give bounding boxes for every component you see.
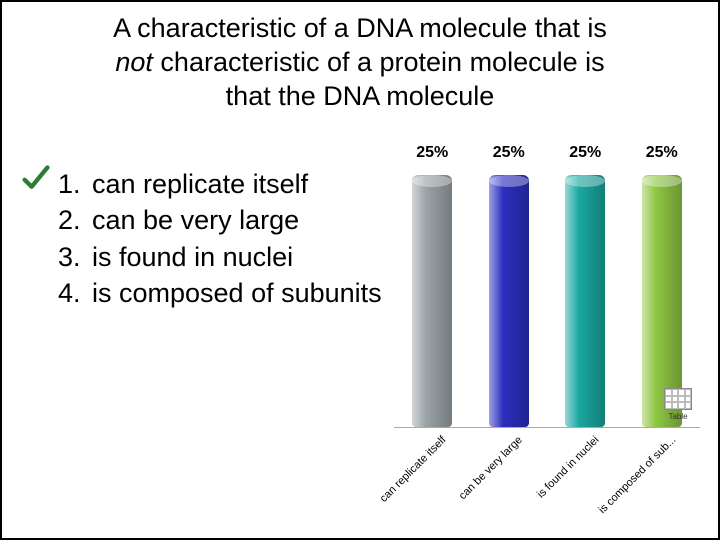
chart-bar-2 [489, 175, 529, 427]
title-italic-word: not [115, 47, 153, 77]
question-title: A characteristic of a DNA molecule that … [42, 12, 678, 113]
bar-pct-4: 25% [646, 144, 678, 162]
option-number: 3. [58, 239, 92, 275]
bar-pct-3: 25% [569, 144, 601, 162]
chart-xlabel-4: is composed of sub... [596, 434, 678, 516]
option-1[interactable]: 1. can replicate itself [58, 166, 382, 202]
chart-xlabel-1: can replicate itself [378, 434, 449, 505]
bar-pct-1: 25% [416, 144, 448, 162]
title-line1: A characteristic of a DNA molecule that … [113, 13, 607, 43]
response-chart: 25% 25% 25% 25% can replicate itselfcan … [394, 144, 700, 484]
table-button-label: Table [668, 412, 687, 421]
chart-x-labels: can replicate itselfcan be very largeis … [394, 428, 700, 486]
chart-xlabel-3: is found in nuclei [535, 434, 601, 500]
option-2[interactable]: 2. can be very large [58, 202, 382, 238]
correct-check-icon [22, 164, 50, 192]
option-number: 1. [58, 166, 92, 202]
option-text: is composed of subunits [92, 275, 382, 311]
option-3[interactable]: 3. is found in nuclei [58, 239, 382, 275]
chart-bar-3 [565, 175, 605, 427]
table-icon [664, 388, 692, 410]
bar-pct-2: 25% [493, 144, 525, 162]
title-line2-rest: characteristic of a protein molecule is [153, 47, 605, 77]
slide: A characteristic of a DNA molecule that … [0, 0, 720, 540]
chart-bar-1 [412, 175, 452, 427]
option-4[interactable]: 4. is composed of subunits [58, 275, 382, 311]
table-button[interactable]: Table [658, 388, 698, 422]
chart-value-labels: 25% 25% 25% 25% [394, 144, 700, 162]
chart-xlabel-2: can be very large [457, 434, 525, 502]
option-number: 2. [58, 202, 92, 238]
option-text: can replicate itself [92, 166, 308, 202]
chart-bars-area [394, 168, 700, 428]
title-line3: that the DNA molecule [226, 81, 495, 111]
option-number: 4. [58, 275, 92, 311]
option-text: is found in nuclei [92, 239, 293, 275]
answer-options: 1. can replicate itself 2. can be very l… [58, 166, 382, 312]
option-text: can be very large [92, 202, 299, 238]
